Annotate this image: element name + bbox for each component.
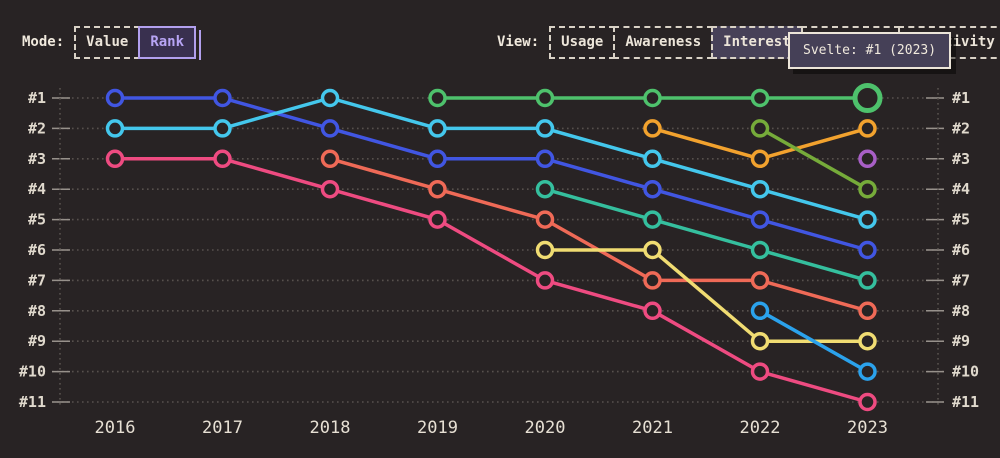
data-point-green-2019[interactable] [428,88,447,108]
rank-axis-label-right: #10 [952,363,979,381]
rank-axis-label-right: #5 [952,211,970,229]
series-line-teal [543,187,870,283]
year-axis-label: 2023 [847,418,888,438]
data-point-yellow-2023[interactable] [858,331,877,351]
series-line-cyan [113,96,870,222]
rank-axis-label-left: #8 [28,302,46,320]
rank-axis-label-right: #8 [952,302,970,320]
data-point-olive-2023[interactable] [858,179,877,199]
year-axis-label: 2020 [525,418,566,438]
data-point-cyan-2022[interactable] [750,179,770,199]
data-point-pink-2022[interactable] [750,362,770,381]
rank-axis-label-right: #7 [952,271,970,289]
rank-axis-label-left: #5 [28,211,46,229]
data-point-green-2021[interactable] [643,88,662,108]
rank-axis-label-left: #2 [28,119,46,137]
data-point-cyan-2018[interactable] [320,88,340,108]
series-line-pink [113,157,870,404]
mode-button-group: Value Rank [74,26,201,60]
data-point-salmon-2019[interactable] [428,179,447,199]
data-point-lightblue-2022[interactable] [750,301,770,321]
data-point-yellow-2022[interactable] [750,331,770,351]
series-line-lightblue [758,309,870,374]
data-point-teal-2020[interactable] [535,179,555,199]
year-axis-label: 2018 [310,418,351,438]
data-point-pink-2020[interactable] [535,271,555,290]
data-point-orange-2022[interactable] [750,149,770,169]
data-point-yellow-2021[interactable] [643,240,662,260]
data-point-blue-2021[interactable] [643,179,662,199]
data-point-blue-2022[interactable] [750,210,770,229]
data-point-cyan-2023[interactable] [858,210,877,229]
year-axis-label: 2016 [95,418,136,438]
rank-axis-label-left: #7 [28,271,46,289]
data-point-salmon-2018[interactable] [320,149,340,169]
rank-axis-label-right: #6 [952,241,970,259]
data-point-green-2022[interactable] [750,88,770,108]
data-point-yellow-2020[interactable] [535,240,555,260]
rank-axis-label-left: #10 [19,363,46,381]
rank-axis-label-left: #1 [28,89,46,107]
data-point-salmon-2021[interactable] [643,271,662,290]
rank-axis-label-left: #11 [19,393,46,411]
data-point-orange-2023[interactable] [858,119,877,138]
data-point-blue-2019[interactable] [428,149,447,169]
mode-label: Mode: [22,34,65,51]
view-option-usage[interactable]: Usage [549,26,616,59]
hover-tooltip: Svelte: #1 (2023) [788,32,952,69]
mode-option-rank[interactable]: Rank [138,26,201,60]
data-point-salmon-2023[interactable] [858,301,877,321]
series-line-salmon [328,157,870,313]
data-point-blue-2017[interactable] [213,88,232,108]
data-point-blue-2018[interactable] [320,119,340,138]
rank-axis-label-left: #6 [28,241,46,259]
data-point-cyan-2019[interactable] [428,119,447,138]
view-label: View: [497,34,540,51]
data-point-salmon-2020[interactable] [535,210,555,229]
data-point-pink-2016[interactable] [105,149,125,169]
series-line-olive [758,126,870,191]
series-line-blue [113,96,870,252]
data-point-pink-2019[interactable] [428,210,447,229]
rank-axis-label-right: #3 [952,150,970,168]
data-point-pink-2017[interactable] [213,149,232,169]
rank-axis-label-right: #11 [952,393,979,411]
data-point-teal-2022[interactable] [750,240,770,260]
rank-axis-label-left: #4 [28,180,46,198]
rank-axis-label-right: #4 [952,180,970,198]
data-point-pink-2018[interactable] [320,179,340,199]
data-point-pink-2023[interactable] [858,392,877,412]
data-point-olive-2022[interactable] [750,119,770,138]
data-point-blue-2023[interactable] [858,240,877,260]
rank-axis-label-left: #3 [28,150,46,168]
data-point-pink-2021[interactable] [643,301,662,321]
view-option-awareness[interactable]: Awareness [613,26,714,59]
data-point-blue-2020[interactable] [535,149,555,169]
tooltip-text: Svelte: #1 (2023) [803,43,937,58]
data-point-purple-2023[interactable] [858,149,877,169]
mode-control: Mode: Value Rank [22,26,201,60]
data-point-teal-2021[interactable] [643,210,662,229]
rank-axis-label-right: #1 [952,89,970,107]
data-point-cyan-2021[interactable] [643,149,662,169]
data-point-salmon-2022[interactable] [750,271,770,290]
rank-axis-label-left: #9 [28,332,46,350]
rank-axis-label-right: #2 [952,119,970,137]
data-point-cyan-2020[interactable] [535,119,555,138]
data-point-cyan-2017[interactable] [213,119,232,138]
data-point-teal-2023[interactable] [858,271,877,290]
year-axis-label: 2019 [417,418,458,438]
data-point-cyan-2016[interactable] [105,119,125,138]
year-axis-label: 2022 [740,418,781,438]
year-axis-label: 2021 [632,418,673,438]
data-point-lightblue-2023[interactable] [858,362,877,381]
data-point-orange-2021[interactable] [643,119,662,138]
mode-option-value[interactable]: Value [74,26,141,59]
data-point-blue-2016[interactable] [105,88,125,108]
rank-axis-label-right: #9 [952,332,970,350]
data-point-green-2020[interactable] [535,88,555,108]
highlighted-data-point-green-2023[interactable] [852,83,883,113]
year-axis-label: 2017 [202,418,243,438]
